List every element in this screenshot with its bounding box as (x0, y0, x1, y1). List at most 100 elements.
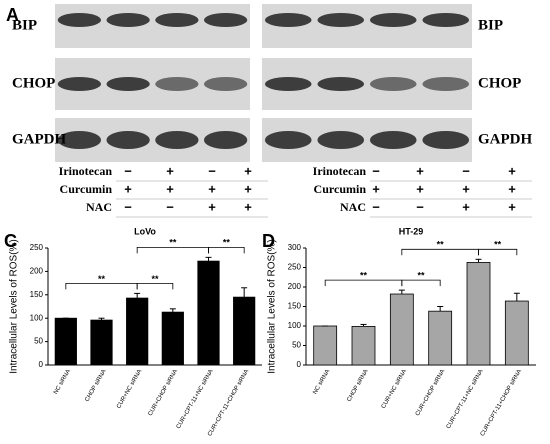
blot-band (369, 77, 417, 91)
bar (389, 293, 414, 366)
blot-band (369, 13, 417, 27)
significance-bracket (65, 282, 138, 290)
row-label: Curcumin (314, 182, 367, 196)
blot-band (203, 131, 248, 149)
x-tick-label: CUR+NC siRNA (381, 369, 408, 410)
blot-band (155, 13, 199, 27)
error-bar (134, 292, 141, 299)
significance-label: ** (169, 238, 177, 248)
blot-band (106, 77, 150, 91)
blot-band (106, 13, 150, 27)
panel-letter: D (262, 231, 275, 251)
row-cell: + (166, 181, 174, 196)
blot-band (422, 77, 470, 91)
significance-label: ** (417, 270, 425, 280)
x-tick-label: CUR+CPT-11+CHOP siRNA (480, 369, 523, 438)
y-tick-label: 250 (30, 243, 44, 252)
error-bar (360, 323, 367, 327)
x-tick-label: CHOP siRNA (84, 369, 107, 403)
y-tick-label: 0 (39, 360, 44, 369)
y-tick-label: 50 (292, 341, 301, 350)
row-cell: + (244, 163, 252, 178)
bar (90, 319, 113, 366)
row-cell: − (416, 199, 424, 214)
bar (126, 297, 149, 366)
bar (351, 325, 376, 366)
blot-band (264, 131, 312, 149)
x-tick-label: NC siRNA (53, 369, 72, 396)
significance-label: ** (151, 274, 159, 284)
error-bar (169, 308, 176, 313)
significance-label: ** (223, 238, 231, 248)
row-cell: − (124, 199, 132, 214)
row-cell: + (508, 199, 516, 214)
blot-band (317, 77, 365, 91)
bar (313, 325, 338, 366)
significance-bracket (324, 279, 403, 287)
error-bar (98, 317, 105, 321)
x-tick-label: CUR+CPT-11+NC siRNA (446, 369, 485, 430)
band-label: BIP (12, 17, 37, 33)
row-cell: + (462, 199, 470, 214)
y-tick-label: 200 (288, 282, 302, 291)
bar (233, 296, 256, 366)
row-label: NAC (86, 200, 112, 214)
x-tick-label: CUR+CHOP siRNA (148, 369, 179, 417)
row-label: Curcumin (60, 182, 113, 196)
bar (54, 317, 77, 366)
row-cell: + (244, 199, 252, 214)
x-tick-label: CUR+NC siRNA (116, 369, 143, 410)
y-tick-label: 100 (288, 321, 302, 330)
blot-band (264, 77, 312, 91)
significance-bracket (478, 248, 518, 256)
y-tick-label: 250 (288, 263, 302, 272)
error-bar (205, 256, 212, 262)
significance-label: ** (437, 240, 445, 250)
row-cell: + (508, 163, 516, 178)
blot-band (57, 131, 102, 149)
bar (466, 262, 491, 366)
blot-band (317, 13, 365, 27)
bar (504, 300, 529, 366)
y-tick-label: 150 (288, 302, 302, 311)
chart-title: HT-29 (399, 226, 424, 236)
row-cell: + (462, 181, 470, 196)
blot-band (203, 13, 248, 27)
chart-title: LoVo (134, 226, 156, 236)
y-axis-label: Intracellular Levels of ROS(%) (267, 239, 278, 374)
significance-bracket (401, 248, 479, 256)
blot-band (155, 77, 199, 91)
blot-band (203, 77, 248, 91)
band-label: CHOP (12, 75, 55, 91)
row-cell: − (208, 163, 216, 178)
blot-band (317, 131, 365, 149)
row-cell: + (244, 181, 252, 196)
x-tick-label: CHOP siRNA (346, 369, 369, 403)
row-cell: − (124, 163, 132, 178)
row-cell: + (208, 181, 216, 196)
row-cell: + (508, 181, 516, 196)
blot-band (57, 77, 102, 91)
band-label: CHOP (478, 75, 521, 91)
y-tick-label: 100 (30, 313, 44, 322)
significance-bracket (136, 282, 174, 290)
x-tick-label: NC siRNA (312, 369, 331, 396)
row-label: Irinotecan (313, 164, 367, 178)
blot-band (155, 131, 199, 149)
blot-band (422, 131, 470, 149)
band-label: GAPDH (478, 131, 532, 147)
band-label: GAPDH (12, 131, 66, 147)
row-cell: − (372, 163, 380, 178)
error-bar (513, 292, 520, 302)
panel-letter: A (6, 5, 19, 25)
significance-label: ** (360, 270, 368, 280)
row-cell: + (124, 181, 132, 196)
x-tick-label: CUR+CPT-11+NC siRNA (176, 369, 215, 430)
bar (197, 260, 220, 366)
row-cell: + (416, 181, 424, 196)
x-tick-label: CUR+CPT-11+CHOP siRNA (207, 369, 250, 438)
error-bar (241, 287, 248, 298)
blot-band (264, 13, 312, 27)
y-tick-label: 200 (30, 267, 44, 276)
significance-bracket (136, 246, 209, 254)
